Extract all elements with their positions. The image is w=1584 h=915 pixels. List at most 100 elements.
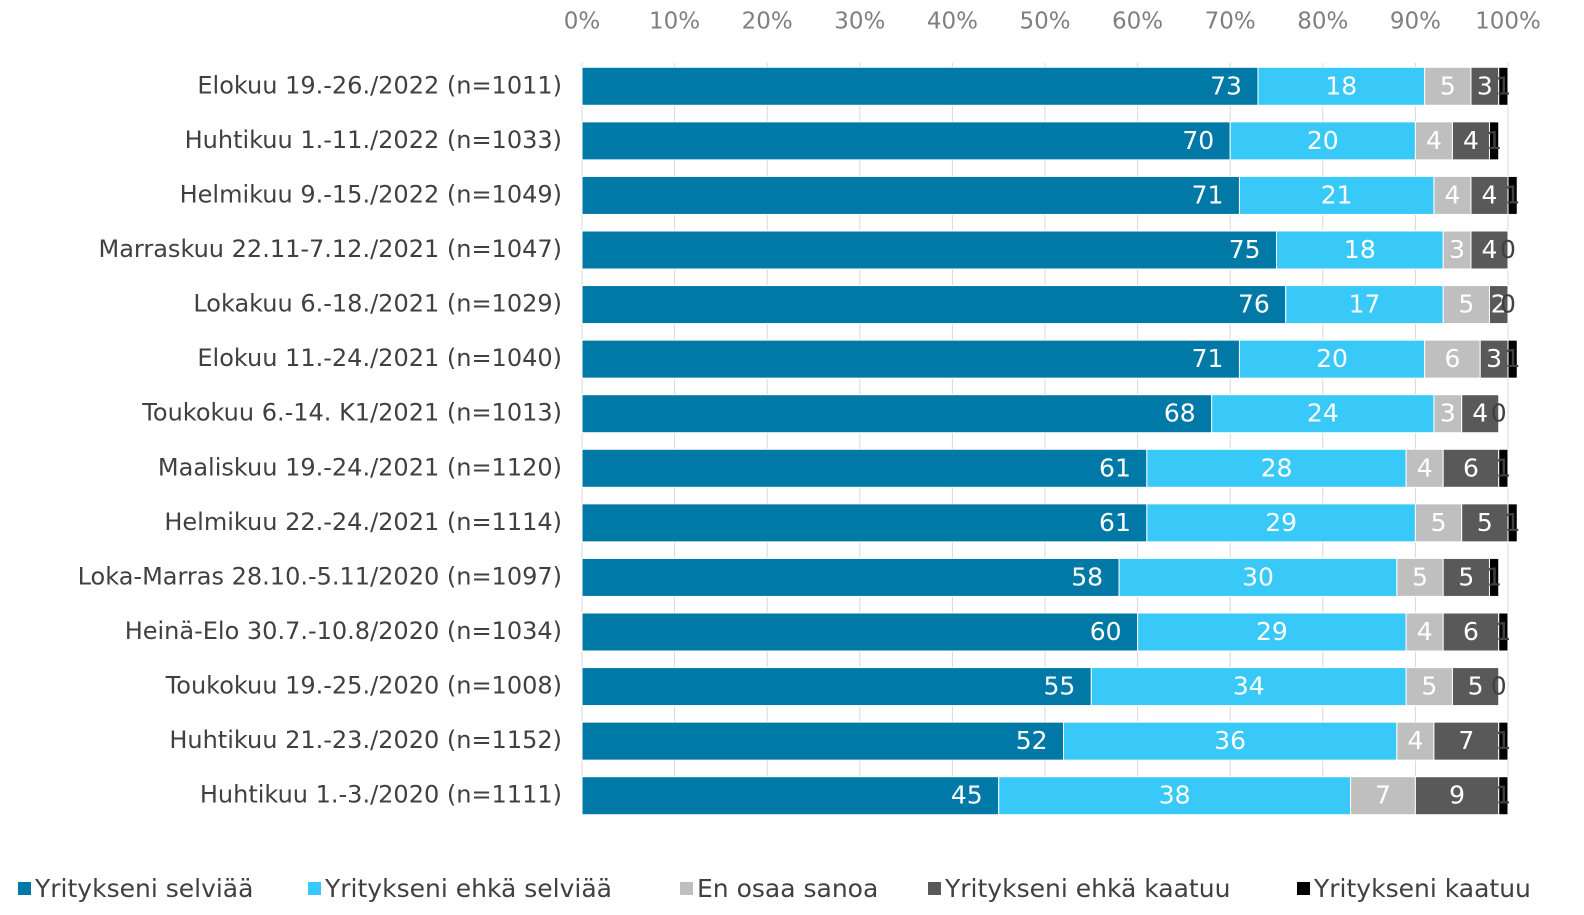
legend-swatch: [680, 882, 693, 895]
value-label: 71: [1192, 344, 1224, 373]
bar-segment: [1442, 448, 1500, 488]
value-label: 55: [1043, 672, 1075, 701]
bar-segment: [1257, 66, 1426, 106]
value-label: 1: [1505, 180, 1521, 209]
x-tick-label: 10%: [649, 9, 700, 35]
value-label: 7: [1375, 781, 1391, 810]
category-label: Elokuu 19.-26./2022 (n=1011): [197, 71, 562, 99]
bar-segment: [581, 776, 1000, 816]
bar-segment: [1238, 339, 1426, 379]
category-label: Maaliskuu 19.-24./2021 (n=1120): [158, 453, 562, 481]
value-label: 52: [1016, 726, 1048, 755]
category-label: Marraskuu 22.11-7.12./2021 (n=1047): [99, 235, 563, 263]
value-label: 17: [1349, 290, 1381, 319]
value-label: 1: [1495, 781, 1511, 810]
x-tick-label: 20%: [742, 9, 793, 35]
bar-segment: [581, 667, 1092, 707]
category-label: Huhtikuu 1.-3./2020 (n=1111): [200, 781, 562, 809]
value-label: 38: [1159, 781, 1191, 810]
value-label: 45: [951, 781, 983, 810]
value-label: 5: [1421, 672, 1437, 701]
value-label: 1: [1495, 617, 1511, 646]
x-tick-label: 90%: [1390, 9, 1441, 35]
bar-segment: [1470, 175, 1509, 215]
bar-segment: [1507, 175, 1518, 215]
value-label: 3: [1486, 344, 1502, 373]
bar-segment: [581, 175, 1240, 215]
bar-segment: [1498, 448, 1509, 488]
category-label: Elokuu 11.-24./2021 (n=1040): [197, 344, 562, 372]
bar-segment: [581, 721, 1065, 761]
bar-segment: [1461, 394, 1500, 434]
value-label: 6: [1463, 453, 1479, 482]
value-label: 2: [1491, 290, 1507, 319]
bar-segment: [1276, 230, 1444, 270]
value-label: 4: [1482, 180, 1498, 209]
value-label: 58: [1071, 562, 1103, 591]
bar-segment: [1498, 66, 1509, 106]
value-label: 0: [1491, 672, 1507, 701]
value-label: 5: [1431, 508, 1447, 537]
value-label: 5: [1440, 71, 1456, 100]
bar-segment: [1433, 721, 1500, 761]
bar-segment: [1405, 448, 1444, 488]
value-label: 4: [1426, 126, 1442, 155]
value-label: 1: [1495, 453, 1511, 482]
category-label: Helmikuu 9.-15./2022 (n=1049): [180, 180, 562, 208]
bar-segment: [1090, 667, 1407, 707]
bar-segment: [581, 612, 1139, 652]
legend-label: En osaa sanoa: [697, 874, 878, 903]
bar-segment: [1285, 285, 1444, 325]
legend-swatch: [308, 882, 321, 895]
value-label: 4: [1463, 126, 1479, 155]
value-label: 20: [1316, 344, 1348, 373]
bar-segment: [1063, 721, 1398, 761]
value-label: 6: [1463, 617, 1479, 646]
value-label: 36: [1214, 726, 1246, 755]
bar-segment: [1442, 557, 1490, 597]
bar-segment: [1146, 503, 1416, 543]
bar-segment: [1424, 339, 1481, 379]
value-label: 1: [1486, 126, 1502, 155]
value-label: 29: [1256, 617, 1288, 646]
category-label: Toukokuu 6.-14. K1/2021 (n=1013): [141, 399, 562, 427]
value-label: 4: [1417, 617, 1433, 646]
bar-segment: [1433, 394, 1463, 434]
value-label: 4: [1444, 180, 1460, 209]
bar-segment: [1146, 448, 1407, 488]
bar-segment: [998, 776, 1352, 816]
x-tick-label: 40%: [927, 9, 978, 35]
value-label: 20: [1307, 126, 1339, 155]
value-label: 18: [1325, 71, 1357, 100]
bar-segment: [1507, 339, 1518, 379]
legend-label: Yritykseni selviää: [34, 874, 253, 903]
value-label: 5: [1412, 562, 1428, 591]
bar-segment: [1488, 557, 1500, 597]
value-label: 3: [1477, 71, 1493, 100]
value-label: 1: [1495, 726, 1511, 755]
value-label: 9: [1449, 781, 1465, 810]
bar-segment: [1498, 612, 1509, 652]
bar-segment: [581, 448, 1148, 488]
value-label: 71: [1192, 180, 1224, 209]
bar-segment: [1461, 503, 1509, 543]
value-label: 29: [1265, 508, 1297, 537]
bar-segment: [1488, 121, 1500, 161]
value-label: 3: [1449, 235, 1465, 264]
value-label: 4: [1482, 235, 1498, 264]
legend-label: Yritykseni kaatuu: [1313, 874, 1531, 903]
value-label: 1: [1486, 562, 1502, 591]
bar-segment: [1396, 721, 1435, 761]
value-label: 4: [1407, 726, 1423, 755]
bar-segment: [1350, 776, 1416, 816]
bar-segment: [581, 503, 1148, 543]
value-label: 28: [1261, 453, 1293, 482]
legend-label: Yritykseni ehkä kaatuu: [944, 874, 1230, 903]
bar-segment: [1414, 776, 1500, 816]
bar-segment: [1451, 667, 1500, 707]
bar-segment: [1238, 175, 1435, 215]
value-label: 4: [1417, 453, 1433, 482]
legend-swatch: [18, 882, 31, 895]
